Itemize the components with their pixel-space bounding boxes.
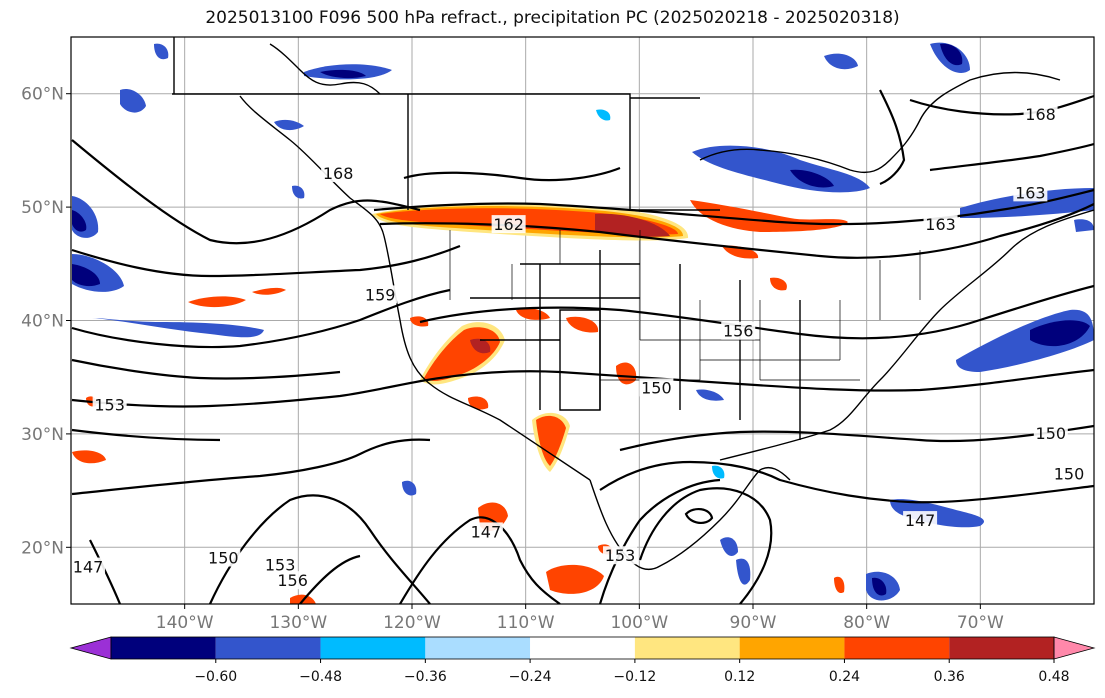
contour-label: 153 bbox=[265, 555, 296, 574]
contour-labels: 1681681621631631591561531501501501471471… bbox=[71, 105, 1086, 590]
latitude-labels: 60°N 50°N 40°N 30°N 20°N bbox=[21, 85, 71, 558]
contour-label-bg bbox=[639, 378, 674, 397]
contour-label-bg bbox=[206, 548, 241, 567]
lon-tick-label: 70°W bbox=[957, 613, 1004, 633]
refractivity-contours bbox=[71, 89, 1094, 604]
map-layers: 1681681621631631591561531501501501471471… bbox=[71, 37, 1094, 604]
contour-label-bg bbox=[263, 555, 298, 574]
colorbar-tick-label: −0.24 bbox=[509, 669, 552, 685]
colorbar-segment bbox=[949, 637, 1054, 659]
colorbar-frame bbox=[110, 636, 1055, 660]
colorbar-min-extension bbox=[69, 636, 112, 660]
coastlines-borders bbox=[172, 37, 1094, 571]
colorbar-tick-label: 0.12 bbox=[724, 669, 755, 685]
contour-label-bg bbox=[903, 511, 938, 530]
contour-label-bg bbox=[92, 395, 127, 414]
colorbar-tick-label: 0.48 bbox=[1038, 669, 1069, 685]
colorbar-segment bbox=[634, 637, 740, 659]
contour-label: 147 bbox=[73, 558, 104, 577]
contour-label-bg bbox=[275, 571, 310, 590]
lat-tick-label: 30°N bbox=[21, 425, 64, 445]
precip-negative-areas bbox=[72, 42, 1094, 601]
contour-label-bg bbox=[363, 285, 398, 304]
lat-tick-label: 60°N bbox=[21, 85, 64, 105]
lon-tick-label: 80°W bbox=[843, 613, 890, 633]
lon-tick-label: 110°W bbox=[497, 613, 555, 633]
longitude-labels: 140°W 130°W 120°W 110°W 100°W 90°W 80°W 70°W bbox=[156, 604, 1004, 633]
colorbar-tick-label: −0.36 bbox=[404, 669, 447, 685]
colorbar-tick-label: 0.36 bbox=[934, 669, 965, 685]
colorbar-segment bbox=[215, 637, 321, 659]
colorbar-segment bbox=[844, 637, 950, 659]
colorbar-segment bbox=[320, 637, 426, 659]
colorbar-segment bbox=[530, 637, 635, 659]
lon-tick-label: 140°W bbox=[156, 613, 214, 633]
contour-label-bg bbox=[923, 215, 958, 234]
contour-label: 163 bbox=[1015, 183, 1046, 202]
contour-label-bg bbox=[1051, 464, 1086, 483]
lon-tick-label: 120°W bbox=[383, 613, 441, 633]
contour-label-bg bbox=[468, 522, 503, 541]
colorbar-tick-label: 0.24 bbox=[829, 669, 860, 685]
colorbar-max-extension bbox=[1053, 636, 1096, 660]
contour-label: 168 bbox=[1025, 105, 1056, 124]
state-borders bbox=[449, 230, 921, 381]
colorbar-tick-label: −0.48 bbox=[299, 669, 342, 685]
lat-tick-label: 20°N bbox=[21, 538, 64, 558]
colorbar-segment bbox=[739, 637, 845, 659]
contour-label: 163 bbox=[925, 215, 956, 234]
contour-label-bg bbox=[721, 321, 756, 340]
contour-label: 159 bbox=[365, 285, 396, 304]
contour-label: 153 bbox=[94, 395, 125, 414]
contour-label: 147 bbox=[471, 522, 502, 541]
contour-label: 156 bbox=[277, 571, 308, 590]
contour-label-bg bbox=[1013, 183, 1048, 202]
colorbar-tick-label: −0.60 bbox=[194, 669, 237, 685]
contour-label: 162 bbox=[493, 215, 524, 234]
lon-tick-label: 90°W bbox=[730, 613, 777, 633]
colorbar-tick-label: −0.12 bbox=[613, 669, 656, 685]
lat-tick-label: 50°N bbox=[21, 198, 64, 218]
contour-label-bg bbox=[1033, 423, 1068, 442]
lat-tick-label: 40°N bbox=[21, 312, 64, 332]
contour-label-bg bbox=[71, 557, 106, 576]
contour-label: 153 bbox=[605, 546, 636, 565]
contour-label: 150 bbox=[208, 549, 239, 568]
contour-label-bg bbox=[321, 164, 356, 183]
colorbar-segment bbox=[111, 637, 216, 659]
contour-label: 168 bbox=[323, 164, 354, 183]
precip-positive-southwest bbox=[410, 308, 637, 472]
contour-label: 150 bbox=[641, 378, 672, 397]
contour-label: 147 bbox=[905, 511, 936, 530]
graticule bbox=[71, 37, 1094, 604]
lon-tick-label: 130°W bbox=[269, 613, 327, 633]
contour-label-bg bbox=[1023, 105, 1058, 124]
contour-label-bg bbox=[603, 546, 638, 565]
contour-label: 156 bbox=[723, 322, 754, 341]
contour-label-bg bbox=[491, 215, 526, 234]
precipitation-fields bbox=[72, 42, 1094, 604]
contour-label: 150 bbox=[1054, 465, 1085, 484]
lon-tick-label: 100°W bbox=[610, 613, 668, 633]
map-title: 2025013100 F096 500 hPa refract., precip… bbox=[205, 8, 900, 28]
colorbar: −0.60 −0.48 −0.36 −0.24 −0.12 0.12 0.24 0.36 0.4… bbox=[69, 636, 1096, 685]
precip-positive-band-northern-us bbox=[372, 203, 689, 241]
colorbar-segment bbox=[425, 637, 531, 659]
contour-label: 150 bbox=[1036, 424, 1067, 443]
